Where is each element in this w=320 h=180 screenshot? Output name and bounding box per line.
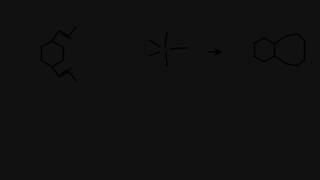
Text: MeO: MeO (233, 40, 252, 48)
Text: was treated with 822 mg of the: was treated with 822 mg of the (173, 3, 300, 11)
Text: Z: Z (271, 79, 277, 87)
Text: to yield 2.63 g of the product: to yield 2.63 g of the product (28, 9, 149, 17)
Text: Y: Y (199, 9, 204, 17)
Text: [Atomic weights of Ru = 101; P = 31; Cl = 35.5].: [Atomic weights of Ru = 101; P = 31; Cl … (3, 15, 197, 23)
Text: Ru: Ru (158, 46, 172, 54)
Text: Y: Y (162, 79, 168, 87)
Text: used in this reaction is ____.: used in this reaction is ____. (204, 9, 318, 17)
Text: MeO: MeO (20, 43, 39, 51)
Text: X: X (168, 3, 174, 11)
Text: Cl: Cl (135, 54, 143, 62)
Text: catalyst: catalyst (3, 9, 36, 17)
Text: Ph: Ph (191, 43, 201, 51)
Text: . The mol% of the catalyst: . The mol% of the catalyst (116, 9, 220, 17)
Text: Y: Y (23, 9, 28, 17)
Text: PR₃: PR₃ (161, 22, 175, 30)
Text: In the metathesis reaction given below, 4.32 g of the compound: In the metathesis reaction given below, … (3, 3, 259, 11)
Text: X: X (49, 79, 55, 87)
Text: PR₃: PR₃ (161, 68, 175, 76)
Text: +: + (105, 47, 115, 60)
Text: (R = cyclohexyl): (R = cyclohexyl) (136, 85, 194, 93)
Text: Z: Z (111, 9, 116, 17)
Text: Cl: Cl (135, 34, 143, 42)
